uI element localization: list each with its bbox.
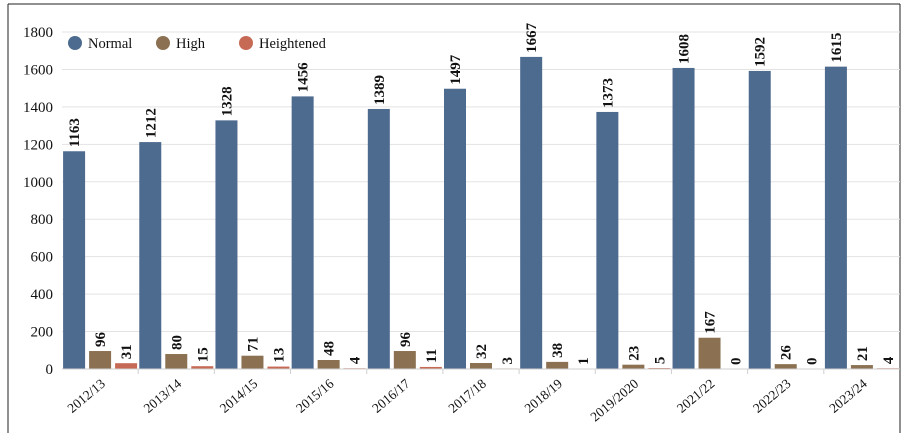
y-tick-label: 600 [31,250,54,266]
bar-normal[interactable] [367,108,390,369]
data-label: 5 [652,357,668,365]
x-category-label: 2017/18 [445,376,489,416]
y-axis: 0 200 400 600 800 1000 1200 1400 1600 1800 [23,25,53,378]
data-label: 4 [881,356,897,364]
x-axis: 2012/13 2013/14 2014/15 2015/16 2016/17 2017/… [62,368,900,425]
bar-high[interactable] [774,364,797,369]
data-label: 0 [805,358,821,366]
data-label: 32 [474,344,490,359]
bar-high[interactable] [317,360,340,369]
y-tick-label: 200 [31,325,54,341]
bar-heightened[interactable] [419,366,442,369]
bar-normal[interactable] [63,151,86,369]
data-label: 96 [398,332,414,348]
data-label: 1163 [67,118,83,147]
x-category-label: 2016/17 [369,376,413,416]
bars [63,56,899,370]
data-label: 15 [195,347,211,362]
data-label: 21 [855,346,871,361]
data-label: 1212 [143,108,159,138]
legend: Normal High Heightened [68,36,327,52]
data-label: 3 [500,357,516,365]
bar-high[interactable] [165,354,188,369]
y-tick-label: 1600 [23,62,53,78]
bar-high[interactable] [850,365,873,369]
bar-normal[interactable] [596,111,619,370]
data-label: 0 [729,358,745,366]
bar-normal[interactable] [291,96,314,369]
bar-high[interactable] [698,337,721,369]
data-label: 80 [169,335,185,350]
bar-high[interactable] [241,355,264,369]
bar-normal[interactable] [139,142,162,369]
data-label: 71 [245,337,261,352]
data-label: 26 [779,345,795,361]
data-label: 1592 [753,37,769,67]
data-label: 1 [576,357,592,365]
bar-normal[interactable] [672,67,695,370]
data-labels: 1163963112128015132871131456484138996111… [67,22,897,365]
data-label: 96 [93,332,109,348]
bar-normal[interactable] [215,120,238,369]
bar-normal[interactable] [444,88,466,369]
legend-label-high: High [176,36,206,52]
y-tick-label: 1000 [23,175,53,191]
data-label: 48 [322,341,338,356]
bar-heightened[interactable] [115,363,138,369]
x-category-label: 2021/22 [674,376,718,416]
bar-high[interactable] [89,351,112,369]
y-tick-label: 1800 [23,25,53,41]
y-tick-label: 1400 [23,100,53,116]
legend-marker-high [156,36,170,50]
bar-heightened[interactable] [267,366,290,369]
x-category-label: 2012/13 [64,376,108,416]
data-label: 1373 [600,78,616,108]
x-category-label: 2019/2020 [587,376,641,425]
bar-normal[interactable] [824,66,847,369]
y-tick-label: 1200 [23,137,53,153]
x-category-label: 2015/16 [293,376,337,416]
data-label: 1608 [677,34,693,64]
data-label: 167 [703,311,719,334]
legend-label-normal: Normal [88,36,132,52]
data-label: 11 [424,349,440,363]
bar-normal[interactable] [748,70,771,369]
data-label: 38 [550,343,566,358]
data-label: 13 [271,348,287,363]
y-tick-label: 0 [46,362,54,378]
bar-high[interactable] [470,363,492,369]
legend-marker-normal [68,36,82,50]
data-label: 23 [626,346,642,361]
x-category-label: 2022/23 [750,376,794,416]
data-label: 1615 [829,33,845,63]
data-label: 1328 [219,86,235,116]
data-label: 1389 [372,75,388,105]
bar-high[interactable] [546,361,569,369]
x-category-label: 2018/19 [522,376,566,416]
bar-heightened[interactable] [191,366,214,369]
data-label: 31 [119,344,135,359]
bar-high[interactable] [393,351,416,369]
legend-label-heightened: Heightened [259,36,327,52]
bar-high[interactable] [622,364,645,369]
x-category-label: 2014/15 [217,376,261,416]
x-category-label: 2023/24 [826,376,870,416]
data-label: 1667 [524,22,540,53]
data-label: 1497 [448,54,464,85]
y-tick-label: 800 [31,212,54,228]
x-category-label: 2013/14 [141,376,185,416]
bar-normal[interactable] [520,56,543,370]
y-tick-label: 400 [31,287,54,303]
legend-marker-heightened [239,36,253,50]
data-label: 4 [348,356,364,364]
data-label: 1456 [296,62,312,93]
